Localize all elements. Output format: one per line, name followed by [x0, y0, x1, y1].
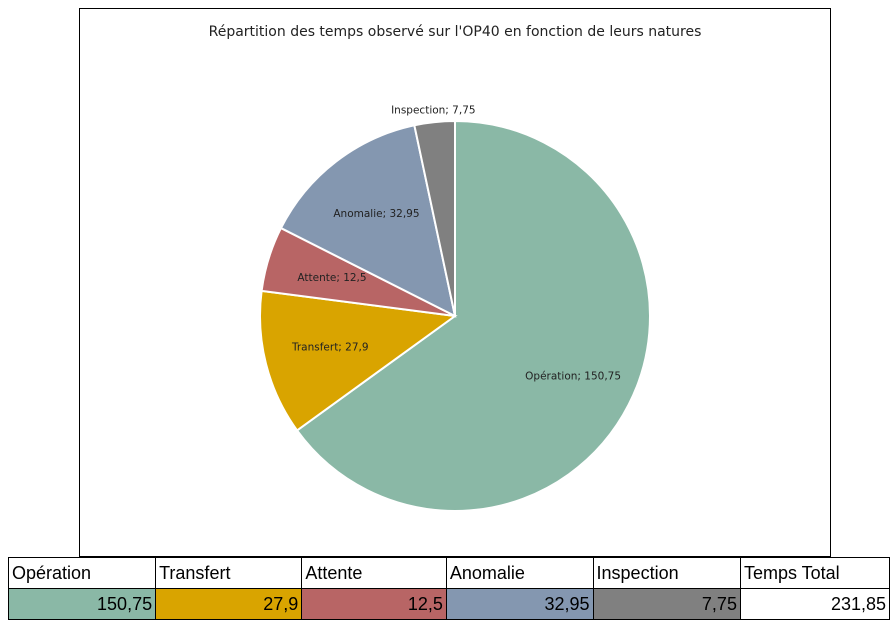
- value-cell: 7,75: [592, 588, 741, 620]
- data-label: Inspection; 7,75: [391, 104, 476, 116]
- value-cell: 12,5: [301, 588, 447, 620]
- value-cell: 231,85: [739, 588, 890, 620]
- header-cell: Opération: [7, 557, 157, 589]
- value-row: 150,75 27,9 12,5 32,95 7,75 231,85: [7, 588, 890, 620]
- data-label: Opération; 150,75: [525, 370, 621, 382]
- header-cell: Attente: [301, 557, 447, 589]
- data-table: Opération Transfert Attente Anomalie Inspect…: [7, 557, 890, 620]
- header-row: Opération Transfert Attente Anomalie Inspect…: [7, 557, 890, 589]
- header-cell: Anomalie: [445, 557, 594, 589]
- chart-title: Répartition des temps observé sur l'OP40…: [208, 24, 702, 40]
- pie-slice: [295, 119, 651, 512]
- value-cell: 32,95: [445, 588, 594, 620]
- data-label: Transfert; 27,9: [291, 342, 369, 354]
- value-cell: 27,9: [155, 588, 303, 620]
- header-cell: Inspection: [592, 557, 741, 589]
- header-cell: Transfert: [155, 557, 303, 589]
- pie-slice: [279, 124, 457, 318]
- header-cell: Temps Total: [739, 557, 890, 589]
- value-cell: 150,75: [7, 588, 157, 620]
- pie-slice: [259, 289, 458, 432]
- data-label: Anomalie; 32,95: [333, 208, 419, 220]
- pie-slice: [413, 119, 456, 317]
- data-label: Attente; 12,5: [297, 272, 366, 284]
